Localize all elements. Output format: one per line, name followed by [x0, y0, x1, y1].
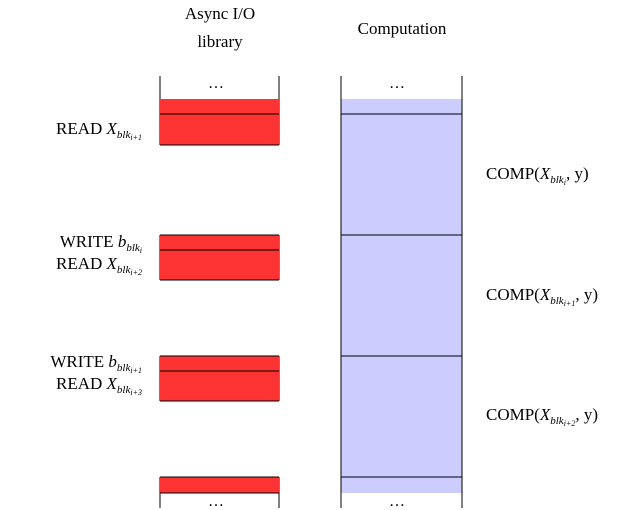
comp-label-2: COMP(Xblki+1, y) — [486, 285, 598, 308]
comp-label-1: COMP(Xblki, y) — [486, 164, 589, 187]
computation-block — [341, 99, 462, 493]
comp-ellipsis-top: … — [389, 75, 407, 92]
io-block-1 — [160, 99, 279, 145]
io-label-read-1: READ Xblki+1 — [56, 119, 142, 142]
io-label-write-1: WRITE bblki — [59, 232, 142, 255]
comp-label-3: COMP(Xblki+2, y) — [486, 405, 598, 428]
io-ellipsis-bottom: … — [208, 493, 226, 510]
io-label-write-2: WRITE bblki+1 — [50, 352, 142, 375]
io-label-read-3: READ Xblki+3 — [56, 374, 142, 397]
io-block-4 — [160, 477, 279, 493]
io-header-line2: library — [197, 32, 243, 51]
io-block-2 — [160, 235, 279, 280]
io-label-read-2: READ Xblki+2 — [56, 254, 142, 277]
io-block-3 — [160, 356, 279, 401]
comp-ellipsis-bottom: … — [389, 493, 407, 510]
computation-header: Computation — [357, 19, 447, 38]
io-ellipsis-top: … — [208, 75, 226, 92]
io-header-line1: Async I/O — [184, 4, 256, 23]
